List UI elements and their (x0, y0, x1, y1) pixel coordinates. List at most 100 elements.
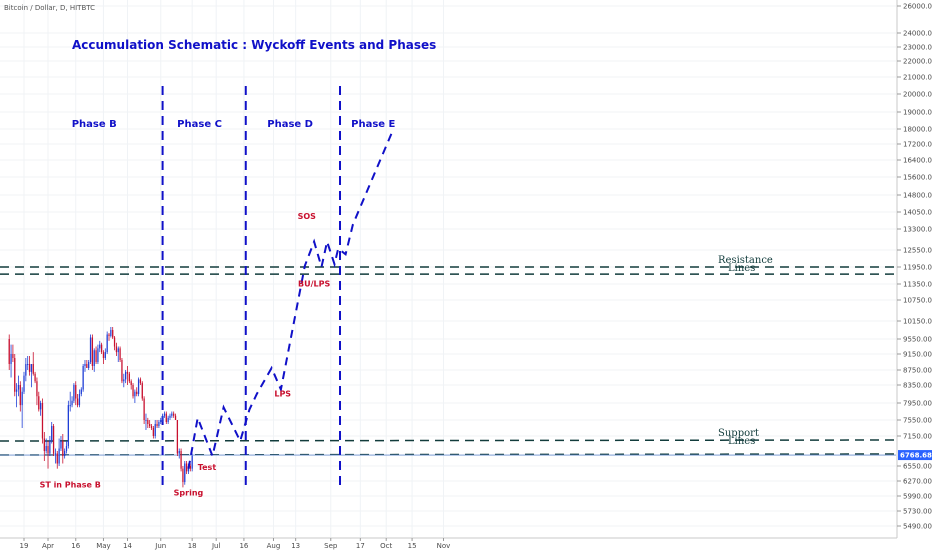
candle-body (8, 339, 10, 364)
candle-body (15, 389, 18, 392)
x-tick-label: Oct (380, 542, 392, 550)
candle-body (84, 364, 86, 366)
candle-body (121, 360, 123, 382)
candle-body (176, 420, 179, 454)
y-tick-label: 9550.00 (903, 336, 932, 344)
chart-title: Accumulation Schematic : Wyckoff Events … (72, 38, 436, 52)
event-label: SOS (298, 212, 317, 221)
y-tick-label: 18000.00 (903, 126, 932, 134)
x-tick-label: Sep (324, 542, 338, 550)
candle-body (126, 371, 129, 374)
y-tick-label: 7550.00 (903, 417, 932, 425)
candle-body (113, 337, 116, 347)
x-tick-label: 16 (239, 542, 248, 550)
candle-body (178, 451, 180, 454)
candle-body (58, 448, 60, 464)
y-tick-label: 7150.00 (903, 433, 932, 441)
x-tick-label: 14 (123, 542, 132, 550)
candle-body (19, 385, 21, 406)
candle-body (150, 426, 153, 428)
line-label: Lines (728, 263, 755, 274)
candle-body (136, 391, 138, 394)
candle-body (189, 466, 191, 469)
candle-body (128, 373, 130, 382)
candle-body (73, 385, 75, 401)
y-tick-label: 17200.00 (903, 141, 932, 149)
annotations: Phase B Phase C Phase D Phase E ST in Phase … (40, 119, 773, 497)
y-tick-label: 9150.00 (903, 351, 932, 359)
candle-body (30, 364, 33, 372)
symbol-label: Bitcoin / Dollar, D, HITBTC (4, 4, 95, 12)
candle-body (27, 364, 29, 365)
y-axis[interactable]: 26000.00 24000.00 23000.00 22000.00 21000.00… (897, 3, 932, 531)
candle-body (124, 371, 127, 380)
candle-body (130, 381, 132, 385)
candle-body (174, 415, 177, 420)
y-tick-label: 5730.00 (903, 508, 932, 516)
y-tick-label: 16400.00 (903, 157, 932, 165)
x-tick-label: Jun (154, 542, 166, 550)
candle-body (80, 389, 82, 394)
candle-body (78, 394, 81, 406)
candle-body (86, 364, 88, 368)
candle-body (95, 350, 97, 362)
event-label: LPS (274, 389, 291, 398)
candle-body (91, 337, 94, 366)
candle-body (56, 453, 58, 464)
candle-body (145, 420, 147, 421)
x-axis[interactable]: 19 Apr 16 May 14 Jun 18 Jul 16 Aug 13 Sep 17 Oct 15 Nov (20, 538, 451, 550)
event-label: ST in Phase B (40, 480, 101, 489)
line-label: Support (718, 428, 759, 439)
candle-body (51, 426, 53, 441)
line-label: Lines (728, 436, 755, 447)
candle-body (10, 354, 12, 364)
candle-body (137, 379, 140, 394)
candle-body (52, 426, 55, 454)
candle-body (36, 381, 38, 397)
y-tick-label: 11950.00 (903, 264, 932, 272)
candle-body (112, 330, 114, 338)
candle-body (132, 385, 134, 397)
candle-body (25, 364, 27, 376)
x-tick-label: 18 (188, 542, 197, 550)
candle-body (45, 446, 47, 451)
candle-body (69, 405, 71, 407)
x-tick-label: 15 (408, 542, 417, 550)
candle-body (167, 417, 169, 422)
candle-body (134, 391, 136, 397)
candle-body (43, 438, 45, 451)
candle-body (12, 354, 14, 358)
candle-body (100, 344, 103, 353)
candle-body (64, 451, 66, 456)
candle-body (34, 373, 36, 382)
phase-label: Phase E (351, 119, 395, 130)
candle-body (102, 352, 105, 358)
x-tick-label: 19 (20, 542, 29, 550)
candle-body (75, 385, 77, 399)
y-tick-label: 10750.00 (903, 297, 932, 305)
candle-body (54, 453, 57, 455)
x-tick-label: Aug (267, 542, 281, 550)
y-tick-label: 10150.00 (903, 318, 932, 326)
candle-body (139, 379, 142, 384)
event-label: BU/LPS (298, 280, 330, 289)
candle-body (49, 441, 51, 454)
candle-body (185, 463, 188, 472)
candle-body (147, 420, 149, 424)
candle-body (160, 420, 162, 422)
candle-body (165, 413, 167, 422)
y-tick-label: 8350.00 (903, 382, 932, 390)
candle-body (71, 400, 73, 406)
candle-body (88, 362, 90, 368)
candle-body (32, 364, 34, 374)
candle-body (119, 348, 121, 360)
candle-body (163, 413, 166, 416)
y-tick-label: 13300.00 (903, 226, 932, 234)
candle-body (62, 441, 64, 456)
candle-body (38, 396, 40, 410)
candle-body (152, 428, 155, 436)
candle-body (149, 424, 151, 426)
candle-body (47, 446, 49, 454)
